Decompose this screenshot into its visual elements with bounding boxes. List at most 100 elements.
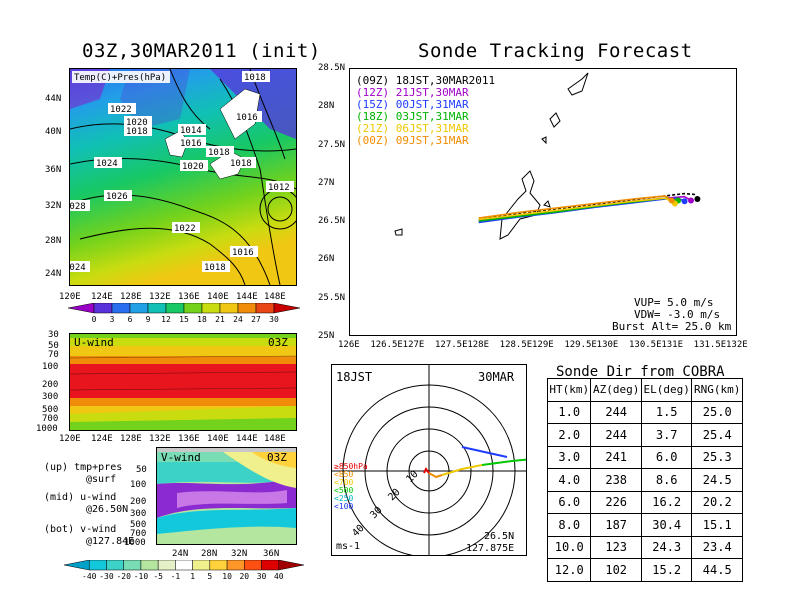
polar-legend-item: <500 [334,486,353,495]
colorbar-label: 1 [190,572,195,581]
uwind-time: 03Z [268,336,288,349]
uwind-xtick: 132E [149,434,171,444]
lon-tick: 124E [91,292,113,302]
vwind-panel: V-wind 03Z [156,447,297,545]
track-lat-tick: 25.5N [318,292,346,303]
colorbar-label: 0 [92,315,97,324]
isobar-label: 1016 [180,139,202,149]
table-row: 2.0 244 3.7 25.4 [546,423,743,447]
table-cell: 187 [590,513,642,537]
colorbar-swatch [237,303,257,314]
colorbar-swatch [157,560,176,571]
table-row: 6.0 226 16.2 20.2 [546,490,743,514]
table-cell: 25.4 [691,423,743,447]
hodograph [423,446,526,479]
lat-tick: 44N [45,94,62,104]
colorbar-swatch [255,303,275,314]
colorbar-label: 24 [233,315,243,324]
colorbar-label: 12 [161,315,171,324]
table-cell: 244 [590,400,642,424]
vwind-label: V-wind [161,451,201,464]
uwind-label: U-wind [74,336,114,349]
colorbar-swatch [106,560,124,571]
lon-tick: 128E [120,292,142,302]
colorbar-swatch [68,303,95,314]
colorbar-label: 30 [269,315,279,324]
table-cell: 8.0 [546,513,592,537]
uwind-xtick: 144E [236,434,258,444]
table-cell: 3.0 [546,445,592,469]
vwind-ytick: 100 [130,480,147,490]
table-cell: 244 [590,423,642,447]
colorbar-label: -10 [134,572,149,581]
table-cell: 30.4 [640,513,693,537]
isobar-label: 1022 [110,105,132,115]
colorbar-label: 20 [239,572,249,581]
isobar-label: 1020 [182,162,204,172]
polar-legend-item: <850 [334,470,353,479]
table-row: 3.0 241 6.0 25.3 [546,445,743,469]
isobar-label: 1022 [174,224,196,234]
polar-svg: 10 20 30 40 18JST 30MAR ≥850hPa <850 <70… [332,365,526,555]
vwind-xtick: 32N [231,549,248,559]
vwind-xtick: 36N [263,549,280,559]
table-row: 10.0 123 24.3 23.4 [546,535,743,559]
colorbar-swatch [183,303,203,314]
track-lat-tick: 26.5N [318,216,346,227]
uwind-xtick: 124E [91,434,113,444]
polar-legend-item: <100 [334,502,353,511]
lon-tick: 132E [149,292,171,302]
vwind-ytick: 700 [130,529,147,539]
colorbar-swatch [278,560,304,571]
isobar-label: 1014 [180,126,202,136]
track-legend-item: (00Z) 09JST,31MAR [356,134,469,147]
legend-up2: @surf [86,474,117,485]
uwind-ytick: 100 [42,362,59,372]
uwind-ytick: 200 [42,380,59,390]
track-legend-item: (12Z) 21JST,30MAR [356,86,469,99]
table-cell: 2.0 [546,423,592,447]
uwind-ytick: 700 [42,414,59,424]
track-lon-tick: 127.5E [435,340,468,350]
temp-colorbar: 0 3 6 9 12 15 18 21 24 27 30 [68,303,300,324]
uwind-xtick: 128E [120,434,142,444]
track-map-svg [394,72,701,240]
isobar-label: 1018 [204,263,226,273]
isobar-label: 1026 [106,192,128,202]
isobar-label: 1016 [236,113,258,123]
colorbar-label: -30 [99,572,114,581]
colorbar-label: -40 [82,572,97,581]
isobar-label: 1018 [208,148,230,158]
lon-tick: 144E [236,292,258,302]
colorbar-swatch [175,560,193,571]
legend-bot: (bot) v-wind [44,524,117,535]
table-cell: 25.3 [691,445,743,469]
vwind-ytick: 50 [136,465,147,475]
uwind-panel: U-wind 03Z [69,333,297,431]
sonde-dir-table: HT(km) AZ(deg) EL(deg) RNG(km) 1.0 244 1.5… [546,378,743,582]
surface-map-svg: 1018 1022 1020 1018 1014 1016 1016 1018 … [70,69,296,285]
track-lat-tick: 27.5N [318,139,346,150]
lat-tick: 36N [45,165,62,175]
island-outlines [394,72,589,240]
col-header: EL(deg) [640,378,693,402]
track-map-panel [349,68,737,336]
colorbar-label: 21 [215,315,225,324]
table-cell: 12.0 [546,558,592,582]
colorbar-swatch [192,560,211,571]
table-cell: 15.2 [640,558,693,582]
col-header: HT(km) [546,378,592,402]
table-cell: 25.0 [691,400,743,424]
ring-label: 40 [350,523,366,539]
colorbar-swatch [244,560,262,571]
vwind-ytick: 500 [130,520,147,530]
colorbar-label: 15 [179,315,189,324]
lat-tick: 28N [45,236,62,246]
track-lon-tick: 130E [596,340,619,350]
track-lon-tick: 130.5E [629,340,662,350]
colorbar-label: 9 [146,315,151,324]
isobar-label: 1024 [96,159,118,169]
table-cell: 44.5 [691,558,743,582]
colorbar-label: -20 [116,572,131,581]
uwind-ytick: 70 [48,350,59,360]
